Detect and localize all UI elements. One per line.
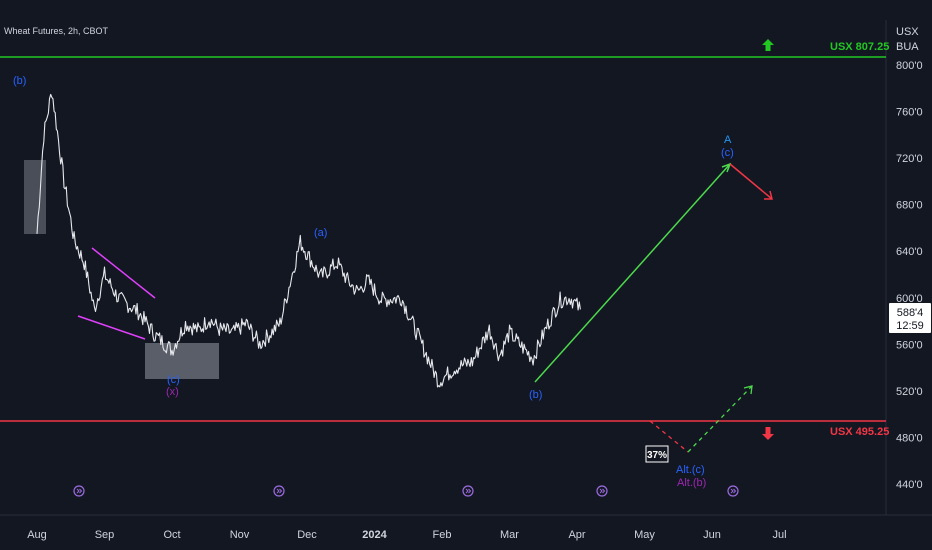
unit-label: BUA [896, 41, 919, 53]
time-tick-label: Sep [95, 529, 115, 541]
event-marker-icon[interactable] [462, 485, 474, 497]
price-tick-label: 600'0 [896, 293, 923, 305]
alt-rise-line [687, 385, 753, 453]
price-tick-label: 800'0 [896, 60, 923, 72]
time-tick-label: Jun [703, 529, 721, 541]
time-tick-label: Dec [297, 529, 317, 541]
price-tick-label: 560'0 [896, 339, 923, 351]
price-tick-label: 640'0 [896, 246, 923, 258]
wave-label-x-oct: (x) [166, 386, 179, 398]
support-label: USX 495.25 [830, 426, 889, 438]
projection-up-line [534, 163, 731, 383]
alt-drop-line [649, 420, 689, 453]
wave-label-a-dec: (a) [314, 227, 327, 239]
time-tick-label: Feb [433, 529, 452, 541]
price-series-line [36, 93, 581, 388]
wave-label-alt-b: Alt.(b) [677, 477, 706, 489]
price-tick-label: 760'0 [896, 107, 923, 119]
time-tick-label: Aug [27, 529, 47, 541]
time-tick-label: Mar [500, 529, 519, 541]
wave-label-c-target: (c) [721, 147, 734, 159]
event-marker-icon[interactable] [273, 485, 285, 497]
projection-down-arrowhead [764, 190, 773, 200]
consolidation-zone-2 [145, 343, 219, 379]
time-tick-label: 2024 [362, 529, 387, 541]
price-tick-label: 440'0 [896, 479, 923, 491]
time-tick-group: Aug Sep Oct Nov Dec 2024 Feb Mar Apr May Jun Jul [27, 529, 786, 541]
time-tick-label: Nov [230, 529, 250, 541]
wedge-lower-line [77, 315, 146, 340]
probability-badge-text: 37% [647, 450, 667, 461]
price-tick-group: 800'0 760'0 720'0 680'0 640'0 600'0 560'0 520'0… [896, 60, 923, 491]
wave-label-b-top: (b) [13, 75, 26, 87]
wedge-upper-line [91, 247, 156, 299]
wave-label-A-target: A [724, 134, 732, 146]
price-scale-panel[interactable] [886, 20, 932, 515]
symbol-title: Wheat Futures, 2h, CBOT [4, 26, 109, 36]
price-tick-label: 720'0 [896, 153, 923, 165]
time-tick-label: Jul [772, 529, 786, 541]
consolidation-zone-1 [24, 160, 46, 234]
last-price-tag-box [889, 303, 931, 333]
time-tick-label: Oct [163, 529, 180, 541]
alt-rise-arrowhead [743, 385, 753, 395]
last-price-tag: 588'4 [897, 307, 924, 319]
price-tick-label: 520'0 [896, 386, 923, 398]
time-tick-label: Apr [568, 529, 585, 541]
bar-countdown: 12:59 [896, 320, 924, 332]
event-marker-icon[interactable] [73, 485, 85, 497]
wave-label-c-oct: (c) [167, 374, 180, 386]
arrow-up-icon [762, 39, 774, 51]
time-tick-label: May [634, 529, 655, 541]
currency-label: USX [896, 26, 919, 38]
price-tick-label: 480'0 [896, 432, 923, 444]
probability-badge-box [645, 445, 669, 463]
projection-down-line [729, 163, 773, 200]
price-tick-label: 680'0 [896, 200, 923, 212]
arrow-down-icon [762, 427, 774, 440]
wave-label-b-mar: (b) [529, 389, 542, 401]
event-marker-icon[interactable] [596, 485, 608, 497]
resistance-label: USX 807.25 [830, 41, 889, 53]
event-marker-icon[interactable] [727, 485, 739, 497]
wave-label-alt-c: Alt.(c) [676, 464, 705, 476]
